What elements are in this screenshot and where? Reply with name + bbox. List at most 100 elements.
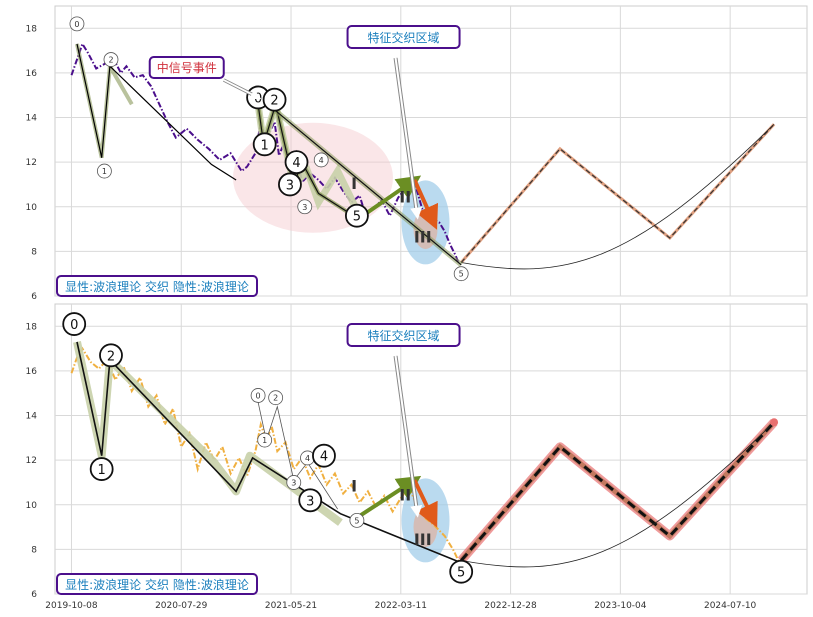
wave-label-small-circle [268, 390, 284, 406]
wave-label-small: 1 [262, 436, 267, 445]
x-tick-label: 2023-10-04 [594, 601, 647, 611]
legend-box-text: 显性:波浪理论 交织 隐性:波浪理论 [65, 577, 249, 592]
orange-arrow [412, 179, 439, 230]
wave-label-small-circle [297, 199, 313, 215]
y-tick-label: 18 [26, 322, 38, 332]
x-tick-label: 2019-10-08 [45, 601, 98, 611]
annotation-box-text: 特征交织区域 [368, 30, 440, 45]
wave-label-big-circle [344, 203, 369, 228]
wave-label-big-circle [252, 132, 277, 157]
wave-label-big: 5 [353, 210, 361, 225]
wave-label-big-circle [298, 488, 323, 513]
wave-label-big: 1 [261, 138, 269, 153]
wave-label-big-circle [449, 559, 474, 584]
signal-box-frame [148, 56, 225, 79]
wave-label-small: 4 [319, 156, 324, 165]
wave-label-big-circle [312, 443, 336, 468]
wave-label-small-circle [69, 16, 85, 32]
wave-label-big: 2 [270, 94, 278, 109]
projection-end-dot [770, 418, 779, 427]
wave-label-small: 5 [459, 270, 464, 279]
wave-label-small: 1 [102, 167, 107, 176]
wave-line [76, 341, 462, 564]
wave-label-small-circle [286, 475, 302, 490]
signal-box: 中信号事件 [148, 56, 225, 79]
wave-label-big: 0 [254, 91, 262, 106]
projection-line [460, 123, 775, 263]
wave-label-small-circle [103, 52, 119, 67]
wave-label-big: 5 [457, 566, 465, 581]
wave-label-small: 2 [273, 394, 278, 403]
legend-box-text: 显性:波浪理论 交织 隐性:波浪理论 [65, 279, 249, 294]
signal-arrow [223, 79, 262, 100]
price-line [70, 41, 460, 263]
legend-box-frame [56, 275, 258, 297]
wave-label-big-circle [262, 87, 287, 112]
green-arrow [358, 175, 422, 220]
y-tick-label: 14 [26, 412, 38, 422]
annotation-box-text: 特征交织区域 [368, 328, 440, 343]
callout-arrow [394, 57, 423, 220]
roman-label: I [351, 174, 357, 193]
y-tick-label: 16 [26, 69, 38, 79]
annotation-box-frame [346, 25, 461, 49]
wave-label-big: 0 [70, 318, 78, 333]
legend-box: 显性:波浪理论 交织 隐性:波浪理论 [56, 275, 258, 297]
callout-arrow [394, 355, 423, 518]
annotation-box-frame [346, 323, 461, 347]
wave-label-big: 4 [320, 450, 328, 465]
wave-label-big-circle [62, 312, 87, 336]
wave-label-big: 3 [306, 494, 314, 509]
legend-box-frame [56, 573, 258, 595]
wave-label-small-circle [250, 388, 266, 403]
signal-box-text: 中信号事件 [157, 60, 217, 75]
y-tick-label: 8 [31, 545, 37, 555]
wave-label-small-circle [97, 163, 112, 179]
y-tick-label: 6 [31, 590, 37, 600]
y-tick-label: 10 [26, 501, 38, 511]
wave-label-small: 4 [305, 454, 310, 463]
annotation-box: 特征交织区域 [346, 25, 461, 49]
x-tick-label: 2022-12-28 [484, 601, 537, 611]
y-tick-label: 12 [26, 158, 37, 168]
y-tick-label: 12 [26, 456, 37, 466]
roman-label: III [414, 530, 432, 549]
y-tick-label: 16 [26, 367, 38, 377]
x-tick-label: 2021-05-21 [265, 601, 317, 611]
x-tick-label: 2022-03-11 [375, 601, 427, 611]
wave-label-small: 2 [108, 56, 113, 65]
wave-label-small: 3 [291, 478, 296, 487]
x-tick-label: 2024-07-10 [704, 601, 757, 611]
y-tick-label: 10 [26, 203, 38, 213]
y-tick-label: 14 [26, 114, 38, 124]
wave-label-small-circle [257, 432, 273, 448]
y-tick-label: 18 [26, 24, 38, 34]
roman-label: II [399, 187, 411, 206]
wave-label-small: 5 [354, 516, 359, 525]
wave-label-small: 3 [302, 203, 307, 212]
wave-label-small: 0 [256, 391, 261, 400]
wave-label-small-circle [453, 266, 469, 282]
wave-label-small-circle [313, 152, 329, 168]
orange-arrow [412, 479, 438, 528]
wave-label-big-circle [89, 457, 114, 481]
y-tick-label: 6 [31, 292, 37, 302]
trend-line [275, 110, 462, 266]
wave-label-big-circle [284, 150, 309, 175]
wave-label-big: 1 [98, 463, 106, 478]
x-tick-label: 2020-07-29 [155, 601, 208, 611]
roman-label: I [351, 476, 357, 495]
green-arrow [358, 475, 422, 518]
y-tick-label: 8 [31, 247, 37, 257]
wave-label-big-circle [278, 172, 302, 197]
price-line [70, 346, 460, 561]
wave-label-small-circle [349, 512, 365, 528]
projection-arc [461, 421, 775, 568]
wave-label-big: 3 [286, 178, 294, 193]
roman-label: III [414, 227, 432, 246]
projection-line [460, 421, 776, 562]
wave-label-big-circle [99, 343, 123, 368]
annotation-box: 特征交织区域 [346, 323, 461, 347]
